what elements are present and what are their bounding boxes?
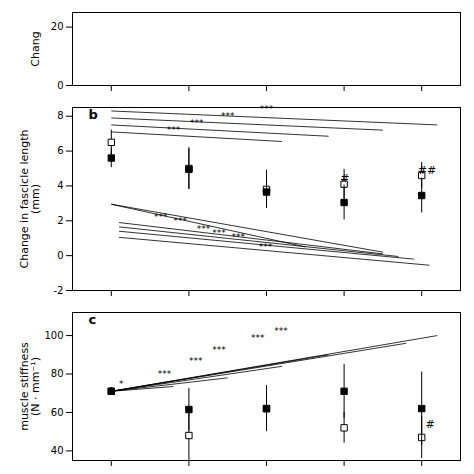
svg-text:***: *** bbox=[190, 118, 204, 128]
svg-text:muscle stiffness(N · mm⁻¹): muscle stiffness(N · mm⁻¹) bbox=[18, 342, 42, 431]
svg-text:8: 8 bbox=[57, 110, 63, 121]
svg-text:0: 0 bbox=[57, 250, 63, 261]
svg-text:***: *** bbox=[212, 228, 226, 238]
svg-text:20: 20 bbox=[51, 21, 64, 32]
svg-text:c: c bbox=[89, 312, 97, 327]
svg-text:##: ## bbox=[418, 164, 436, 177]
svg-text:***: *** bbox=[274, 326, 288, 336]
svg-text:6: 6 bbox=[57, 145, 63, 156]
svg-text:*: * bbox=[119, 379, 124, 389]
svg-text:***: *** bbox=[197, 224, 211, 234]
svg-text:100: 100 bbox=[44, 330, 63, 341]
svg-text:60: 60 bbox=[51, 407, 64, 418]
svg-text:Chang: Chang bbox=[29, 31, 42, 66]
svg-text:***: *** bbox=[173, 216, 187, 226]
svg-text:***: *** bbox=[259, 242, 273, 252]
svg-text:***: *** bbox=[232, 232, 246, 242]
svg-text:4: 4 bbox=[57, 180, 63, 191]
svg-text:Change in fascicle length(mm): Change in fascicle length(mm) bbox=[18, 129, 42, 268]
svg-text:***: *** bbox=[167, 125, 181, 135]
svg-text:2: 2 bbox=[57, 215, 63, 226]
svg-text:0: 0 bbox=[57, 80, 63, 91]
svg-text:-2: -2 bbox=[54, 285, 64, 296]
svg-text:***: *** bbox=[158, 369, 172, 379]
svg-text:***: *** bbox=[251, 333, 265, 343]
svg-text:***: *** bbox=[260, 104, 274, 114]
svg-text:#: # bbox=[340, 172, 349, 185]
svg-text:b: b bbox=[89, 107, 98, 122]
svg-text:***: *** bbox=[154, 212, 168, 222]
svg-text:80: 80 bbox=[51, 368, 64, 379]
svg-text:***: *** bbox=[221, 111, 235, 121]
svg-text:#: # bbox=[426, 418, 435, 431]
svg-text:40: 40 bbox=[51, 445, 64, 456]
svg-text:***: *** bbox=[212, 345, 226, 355]
svg-text:***: *** bbox=[189, 356, 203, 366]
